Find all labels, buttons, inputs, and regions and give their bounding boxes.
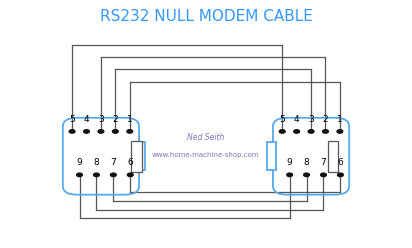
Text: RS232 NULL MODEM CABLE: RS232 NULL MODEM CABLE — [100, 9, 312, 24]
Circle shape — [94, 173, 99, 177]
Circle shape — [287, 173, 293, 177]
Text: 1: 1 — [337, 115, 343, 124]
Circle shape — [323, 130, 328, 133]
Bar — [136, 142, 145, 170]
Text: Ned Seith: Ned Seith — [187, 133, 225, 142]
Text: 4: 4 — [294, 115, 300, 124]
Circle shape — [69, 130, 75, 133]
Text: 5: 5 — [69, 115, 75, 124]
Circle shape — [337, 173, 343, 177]
Circle shape — [127, 173, 133, 177]
Circle shape — [110, 173, 116, 177]
Text: www.home-machine-shop.com: www.home-machine-shop.com — [152, 152, 260, 158]
Text: 7: 7 — [110, 158, 116, 167]
Circle shape — [321, 173, 326, 177]
Circle shape — [279, 130, 285, 133]
Circle shape — [304, 173, 309, 177]
Text: 7: 7 — [321, 158, 326, 167]
Text: 4: 4 — [84, 115, 89, 124]
Circle shape — [127, 130, 133, 133]
Circle shape — [337, 130, 343, 133]
Text: 9: 9 — [287, 158, 293, 167]
Circle shape — [77, 173, 82, 177]
Bar — [267, 142, 276, 170]
Circle shape — [112, 130, 118, 133]
Text: 9: 9 — [77, 158, 82, 167]
Text: 8: 8 — [304, 158, 309, 167]
Text: 6: 6 — [337, 158, 343, 167]
Text: 3: 3 — [308, 115, 314, 124]
Text: 3: 3 — [98, 115, 104, 124]
Bar — [328, 141, 338, 172]
Text: 2: 2 — [323, 115, 328, 124]
Circle shape — [308, 130, 314, 133]
Circle shape — [294, 130, 300, 133]
Text: 8: 8 — [94, 158, 99, 167]
Text: 6: 6 — [127, 158, 133, 167]
Circle shape — [98, 130, 104, 133]
Circle shape — [84, 130, 89, 133]
Text: 2: 2 — [112, 115, 118, 124]
Text: 1: 1 — [127, 115, 133, 124]
Text: 5: 5 — [279, 115, 285, 124]
Bar — [131, 141, 142, 172]
